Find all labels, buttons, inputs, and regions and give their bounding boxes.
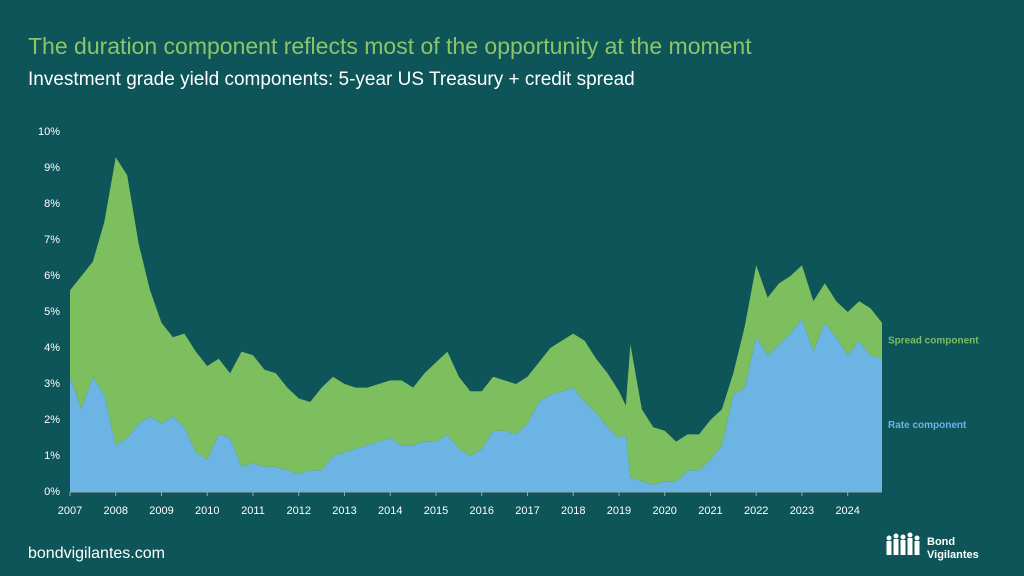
x-tick-label: 2007 <box>58 505 82 517</box>
x-tick-label: 2014 <box>378 505 402 517</box>
y-tick-label: 3% <box>44 378 60 390</box>
y-tick-label: 7% <box>44 234 60 246</box>
logo: Bond Vigilantes <box>886 532 979 561</box>
y-tick-label: 10% <box>38 126 60 138</box>
chart-title: The duration component reflects most of … <box>28 33 752 59</box>
y-tick-label: 2% <box>44 414 60 426</box>
area <box>70 157 882 485</box>
y-tick-label: 8% <box>44 198 60 210</box>
x-tick-label: 2017 <box>515 505 539 517</box>
logo-text: Bond <box>927 536 955 548</box>
plot: Rate component Spread component 0% 1% 2% 3% 4%… <box>38 126 979 517</box>
x-tick-label: 2024 <box>835 505 859 517</box>
y-tick-label: 9% <box>44 162 60 174</box>
x-tick-label: 2015 <box>424 505 448 517</box>
y-tick-label: 1% <box>44 450 60 462</box>
x-tick-label: 2010 <box>195 505 219 517</box>
x-tick-label: 2022 <box>744 505 768 517</box>
x-tick-label: 2008 <box>104 505 128 517</box>
y-tick-label: 0% <box>44 486 60 498</box>
x-tick-label: 2011 <box>241 505 265 517</box>
x-tick-label: 2019 <box>607 505 631 517</box>
y-tick-label: 5% <box>44 306 60 318</box>
x-tick-label: 2009 <box>149 505 173 517</box>
y-tick-label: 4% <box>44 342 60 354</box>
x-tick-label: 2013 <box>332 505 356 517</box>
x-tick-label: 2020 <box>652 505 676 517</box>
series-label: Spread component <box>888 335 979 346</box>
footer-site: bondvigilantes.com <box>28 545 165 562</box>
x-tick-label: 2021 <box>698 505 722 517</box>
chart-subtitle: Investment grade yield components: 5-yea… <box>28 69 635 90</box>
x-tick-label: 2012 <box>286 505 310 517</box>
logo-text: Vigilantes <box>927 549 979 561</box>
area <box>70 319 882 492</box>
x-tick-label: 2023 <box>790 505 814 517</box>
series-label: Rate component <box>888 420 967 431</box>
x-tick-label: 2018 <box>561 505 585 517</box>
y-tick-label: 6% <box>44 270 60 282</box>
x-tick-label: 2016 <box>469 505 493 517</box>
